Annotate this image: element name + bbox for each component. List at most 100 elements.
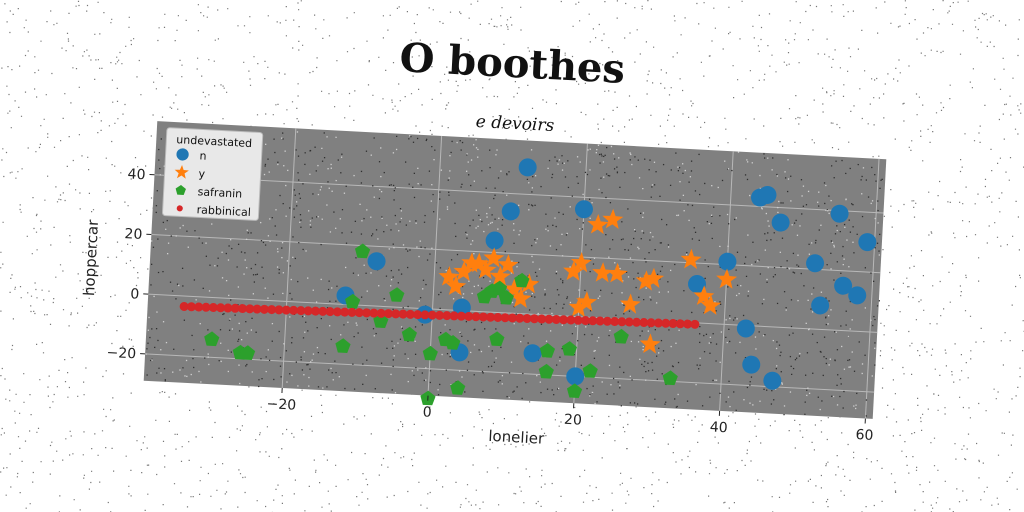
data-point <box>335 338 351 353</box>
data-point <box>435 310 445 320</box>
legend-marker <box>176 148 189 161</box>
data-point <box>539 343 556 358</box>
data-point <box>566 367 585 386</box>
data-point <box>514 272 530 288</box>
series-rabbinical <box>179 302 700 329</box>
data-point <box>491 280 508 296</box>
y-tick-label: 20 <box>124 226 143 243</box>
legend-title: undevastated <box>176 133 252 150</box>
data-point <box>296 306 306 316</box>
data-point <box>602 316 612 326</box>
y-axis-label: hoppercar <box>80 218 102 296</box>
data-points <box>179 158 877 406</box>
data-point <box>186 302 196 312</box>
data-point <box>662 370 678 386</box>
data-point <box>325 307 335 317</box>
data-point <box>376 308 386 318</box>
data-point <box>587 213 609 235</box>
data-point <box>619 293 641 314</box>
data-point <box>332 307 342 317</box>
data-point <box>573 315 583 325</box>
data-point <box>806 254 825 273</box>
data-point <box>489 331 505 347</box>
data-point <box>595 316 605 326</box>
data-point <box>680 248 702 269</box>
x-axis-label: lonelier <box>488 427 546 448</box>
data-point <box>574 200 593 219</box>
data-point <box>401 326 417 342</box>
x-tick-label: 0 <box>422 404 432 420</box>
data-point <box>497 254 519 275</box>
data-point <box>643 267 665 288</box>
data-point <box>507 313 517 323</box>
data-point <box>566 383 583 399</box>
data-point <box>510 287 532 308</box>
data-point <box>742 355 761 374</box>
data-point <box>485 231 504 250</box>
data-point <box>661 318 671 328</box>
data-point <box>632 317 642 327</box>
data-point <box>559 315 569 325</box>
data-point <box>582 363 598 378</box>
data-point <box>245 304 255 314</box>
data-point <box>373 313 389 329</box>
data-point <box>486 312 496 322</box>
data-point <box>468 252 490 273</box>
data-point <box>230 303 240 313</box>
data-point <box>438 266 460 287</box>
data-point <box>515 313 525 323</box>
data-point <box>592 262 614 283</box>
data-point <box>736 319 755 338</box>
data-point <box>522 313 532 323</box>
axis-ticks: −20 0 20 40 60 −20 0 20 40 <box>106 166 874 444</box>
x-tick-label: −20 <box>266 396 296 414</box>
y-tick-label: 40 <box>127 166 146 183</box>
data-point <box>834 276 853 295</box>
data-point <box>450 380 466 395</box>
data-point <box>523 344 542 363</box>
data-point <box>259 304 269 314</box>
y-tick-label: −20 <box>106 345 136 363</box>
x-tick-label: 60 <box>855 427 874 444</box>
data-point <box>568 296 590 317</box>
data-point <box>274 305 284 315</box>
data-point <box>551 314 561 324</box>
series-y <box>438 208 738 354</box>
data-point <box>544 314 554 324</box>
data-point <box>602 208 624 229</box>
data-point <box>398 309 408 319</box>
data-point <box>493 312 503 322</box>
data-point <box>606 262 628 284</box>
data-point <box>529 314 539 324</box>
data-point <box>716 268 738 289</box>
data-point <box>383 309 393 319</box>
data-point <box>367 252 386 271</box>
legend-marker <box>175 184 186 195</box>
scatter-chart: −20 0 20 40 60 −20 0 20 40 lonelier hoppercar un… <box>80 121 887 448</box>
data-point <box>688 275 707 294</box>
data-point <box>475 258 497 280</box>
data-point <box>340 307 350 317</box>
data-point <box>208 303 218 313</box>
data-point <box>204 331 220 347</box>
data-point <box>518 273 540 294</box>
data-point <box>576 291 598 312</box>
data-point <box>718 252 737 271</box>
legend-entry: safranin <box>197 185 242 200</box>
data-point <box>561 341 578 356</box>
data-point <box>639 333 661 354</box>
legend-marker <box>174 164 189 179</box>
series-safranin <box>204 243 678 406</box>
data-point <box>675 319 685 329</box>
data-point <box>442 311 452 321</box>
data-point <box>369 308 379 318</box>
data-point <box>422 345 438 361</box>
data-point <box>639 318 649 328</box>
data-point <box>456 311 466 321</box>
data-point <box>420 310 430 320</box>
data-point <box>318 306 328 316</box>
data-point <box>646 318 656 328</box>
legend-marker <box>176 205 183 212</box>
data-point <box>201 302 211 312</box>
data-point <box>445 335 461 350</box>
